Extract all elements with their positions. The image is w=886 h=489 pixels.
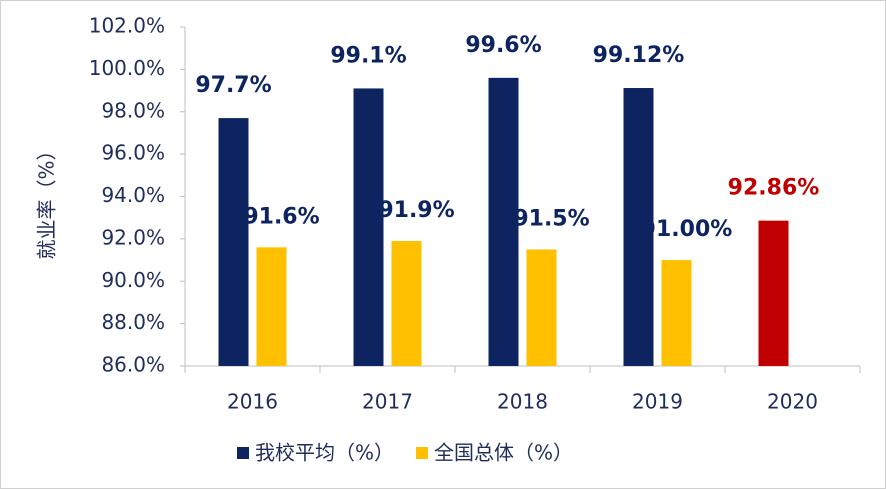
y-tick-label: 88.0% bbox=[101, 310, 165, 334]
data-label: 99.6% bbox=[465, 33, 541, 58]
legend-swatch bbox=[237, 447, 249, 459]
x-tick-label: 2019 bbox=[632, 390, 683, 414]
bar bbox=[623, 88, 654, 367]
x-tick-label: 2020 bbox=[767, 390, 818, 414]
y-tick-label: 98.0% bbox=[101, 98, 165, 122]
y-tick-label: 94.0% bbox=[101, 183, 165, 207]
bar bbox=[256, 247, 287, 366]
x-tick-label: 2016 bbox=[227, 390, 278, 414]
legend-label: 我校平均（%） bbox=[255, 441, 394, 465]
legend-label: 全国总体（%） bbox=[434, 441, 573, 465]
bar bbox=[218, 118, 249, 366]
bar bbox=[661, 260, 692, 366]
legend-swatch bbox=[416, 447, 429, 459]
data-label: 99.1% bbox=[330, 43, 406, 68]
data-label: 92.86% bbox=[728, 176, 820, 201]
bar bbox=[758, 220, 789, 366]
bar bbox=[488, 77, 519, 366]
x-tick-label: 2018 bbox=[497, 390, 548, 414]
data-label: 99.12% bbox=[593, 43, 685, 68]
x-tick-label: 2017 bbox=[362, 390, 413, 414]
y-tick-label: 86.0% bbox=[101, 353, 165, 377]
y-tick-label: 102.0% bbox=[89, 14, 165, 38]
bar bbox=[526, 249, 557, 366]
data-label: 91.00% bbox=[641, 217, 733, 242]
y-tick-label: 90.0% bbox=[101, 268, 165, 292]
y-tick-label: 92.0% bbox=[101, 225, 165, 249]
data-label: 91.9% bbox=[378, 198, 454, 223]
y-axis-label: 就业率（%） bbox=[35, 140, 59, 259]
data-label: 91.6% bbox=[243, 204, 319, 229]
y-tick-label: 96.0% bbox=[101, 141, 165, 165]
data-label: 97.7% bbox=[195, 73, 271, 98]
y-tick-label: 100.0% bbox=[89, 56, 165, 80]
data-label: 91.5% bbox=[513, 206, 589, 231]
bar bbox=[353, 88, 384, 366]
bar bbox=[391, 240, 422, 366]
